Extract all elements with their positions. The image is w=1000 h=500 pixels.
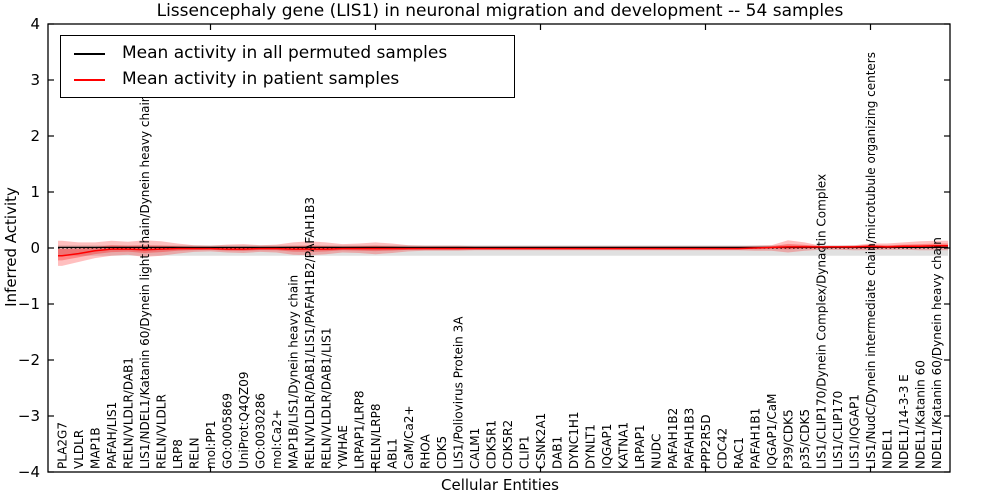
y-tick-label: −2 <box>18 351 40 369</box>
x-axis-label: Cellular Entities <box>441 476 559 494</box>
x-tick-label: CDK5R1 <box>485 420 499 469</box>
x-tick-label: LIS1/CLIP170/Dynein Complex/Dynactin Com… <box>815 174 829 469</box>
x-tick-label: CDK5R2 <box>501 420 515 469</box>
permuted-line-swatch-icon <box>74 52 105 55</box>
x-tick-label: NDEL1/14-3-3 E <box>897 374 911 469</box>
x-tick-label: mol:PP1 <box>204 420 218 469</box>
x-tick-label: RELN/VLDLR <box>155 394 169 469</box>
x-tick-label: DYNC1H1 <box>567 411 581 469</box>
x-tick-label: NDEL1/Katanin 60/Dynein heavy chain <box>930 237 944 469</box>
legend-label-patient: Mean activity in patient samples <box>122 69 400 89</box>
x-tick-label: LIS1/Poliovirus Protein 3A <box>452 316 466 469</box>
x-tick-label: MAP1B/LIS1/Dynein heavy chain <box>287 275 301 469</box>
patient-band-outer <box>58 240 948 266</box>
x-tick-label: P39/CDK5 <box>782 409 796 469</box>
y-tick-label: −1 <box>18 295 40 313</box>
x-tick-label: LIS1/IQGAP1 <box>848 394 862 469</box>
y-tick-label: −4 <box>18 463 40 481</box>
y-axis-label: Inferred Activity <box>2 187 20 307</box>
x-tick-label: NDEL1 <box>881 429 895 469</box>
patient-mean-line <box>58 245 948 257</box>
x-tick-label: IQGAP1 <box>600 424 614 469</box>
x-tick-label: CLIP1 <box>518 436 532 469</box>
patient-line-swatch-icon <box>74 78 105 81</box>
x-tick-label: p35/CDK5 <box>798 409 812 469</box>
x-tick-label: NDEL1/Katanin 60 <box>914 360 928 469</box>
x-tick-label: PLA2G7 <box>56 422 70 469</box>
x-tick-label: NUDC <box>650 434 664 469</box>
x-tick-label: RELN/VLDLR/DAB1 <box>122 357 136 469</box>
x-tick-label: KATNA1 <box>617 422 631 469</box>
x-tick-label: PAFAH1B3 <box>683 408 697 469</box>
y-tick-label: −3 <box>18 407 40 425</box>
legend-item-patient: Mean activity in patient samples <box>74 71 514 88</box>
x-tick-label: PPP2R5D <box>699 414 713 469</box>
x-tick-label: RELN/VLDLR/DAB1/LIS1/PAFAH1B2/PAFAH1B3 <box>303 197 317 469</box>
x-tick-label: CDC42 <box>716 428 730 469</box>
x-tick-label: PAFAH1B2 <box>666 408 680 469</box>
x-tick-label: PAFAH1B1 <box>749 408 763 469</box>
x-tick-label: IQGAP1/CaM <box>765 394 779 470</box>
x-tick-label: RELN/VLDLR/DAB1/LIS1 <box>320 328 334 469</box>
chart-title: Lissencephaly gene (LIS1) in neuronal mi… <box>156 1 844 21</box>
x-tick-label: RELN/LRP8 <box>369 403 383 469</box>
x-tick-label: GO:0030286 <box>254 393 268 469</box>
legend-item-permuted: Mean activity in all permuted samples <box>74 45 514 62</box>
x-tick-label: LRP8 <box>171 439 185 469</box>
x-tick-label: LRPAP1 <box>633 424 647 469</box>
x-tick-label: CDK5 <box>435 436 449 469</box>
x-tick-label: DYNLT1 <box>584 424 598 469</box>
legend: Mean activity in all permuted samples Me… <box>60 35 515 98</box>
x-tick-label: PAFAH/LIS1 <box>105 402 119 469</box>
x-tick-label: LIS1/CLIP170 <box>831 391 845 469</box>
x-tick-label: ABL1 <box>386 438 400 469</box>
x-tick-label: VLDLR <box>72 430 86 469</box>
x-tick-label: GO:0005869 <box>221 393 235 469</box>
y-tick-label: 0 <box>30 239 40 257</box>
legend-label-permuted: Mean activity in all permuted samples <box>122 43 448 63</box>
x-tick-label: YWHAE <box>336 425 350 470</box>
x-tick-label: RHOA <box>419 433 433 469</box>
x-tick-label: LIS1/NDEL1/Katanin 60/Dynein light chain… <box>138 95 152 469</box>
x-tick-label: DAB1 <box>551 436 565 469</box>
x-tick-label: CSNK2A1 <box>534 413 548 469</box>
x-tick-label: LIS1/NudC/Dynein intermediate chain/micr… <box>864 52 878 469</box>
x-tick-label: MAP1B <box>89 427 103 469</box>
x-tick-label: RAC1 <box>732 437 746 469</box>
x-tick-label: RELN <box>188 437 202 469</box>
y-tick-label: 2 <box>30 127 40 145</box>
y-tick-label: 3 <box>30 71 40 89</box>
y-tick-label: 4 <box>30 15 40 33</box>
x-tick-label: UniProt:Q4QZ09 <box>237 371 251 469</box>
y-tick-label: 1 <box>30 183 40 201</box>
x-tick-label: LRPAP1/LRP8 <box>353 390 367 469</box>
x-tick-label: CaM/Ca2+ <box>402 405 416 469</box>
x-tick-label: CALM1 <box>468 428 482 469</box>
x-tick-label: mol:Ca2+ <box>270 409 284 469</box>
